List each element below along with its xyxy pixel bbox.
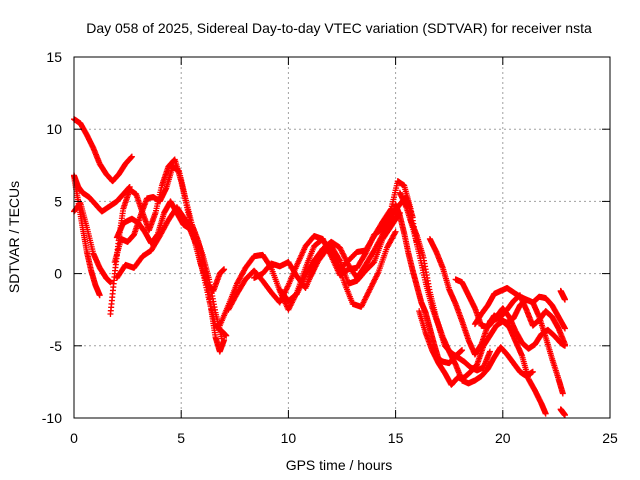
x-tick-label: 20 (495, 430, 511, 446)
y-tick-label: 5 (54, 193, 62, 209)
x-axis-title: GPS time / hours (286, 457, 393, 473)
series-track-3 (71, 173, 103, 299)
data-point (391, 230, 398, 237)
x-tick-label: 25 (602, 430, 618, 446)
x-tick-label: 10 (281, 430, 297, 446)
data-points (71, 116, 568, 419)
y-tick-label: 15 (46, 49, 62, 65)
data-point (459, 347, 466, 354)
data-point (128, 153, 135, 160)
x-tick-label: 0 (70, 430, 78, 446)
series-track-17 (416, 308, 549, 417)
chart-title: Day 058 of 2025, Sidereal Day-to-day VTE… (86, 20, 592, 36)
x-tick-label: 15 (388, 430, 404, 446)
y-axis-title: SDTVAR / TECUs (6, 181, 22, 293)
y-tick-label: -5 (50, 338, 63, 354)
data-point (223, 332, 230, 339)
y-tick-label: 10 (46, 121, 62, 137)
series-track-1 (71, 116, 135, 185)
series-track-4 (71, 199, 114, 286)
data-point (392, 228, 399, 235)
data-point (221, 266, 228, 273)
series-track-11 (251, 204, 399, 292)
data-point (529, 368, 536, 375)
data-point (218, 335, 225, 342)
series-track-13 (306, 228, 399, 310)
data-point (96, 292, 103, 299)
data-point (486, 348, 493, 355)
y-tick-label: -10 (42, 410, 62, 426)
x-tick-label: 5 (177, 430, 185, 446)
y-tick-label: 0 (54, 266, 62, 282)
data-point (107, 279, 114, 286)
series-track-12 (276, 209, 403, 305)
series-track-8 (113, 204, 225, 342)
